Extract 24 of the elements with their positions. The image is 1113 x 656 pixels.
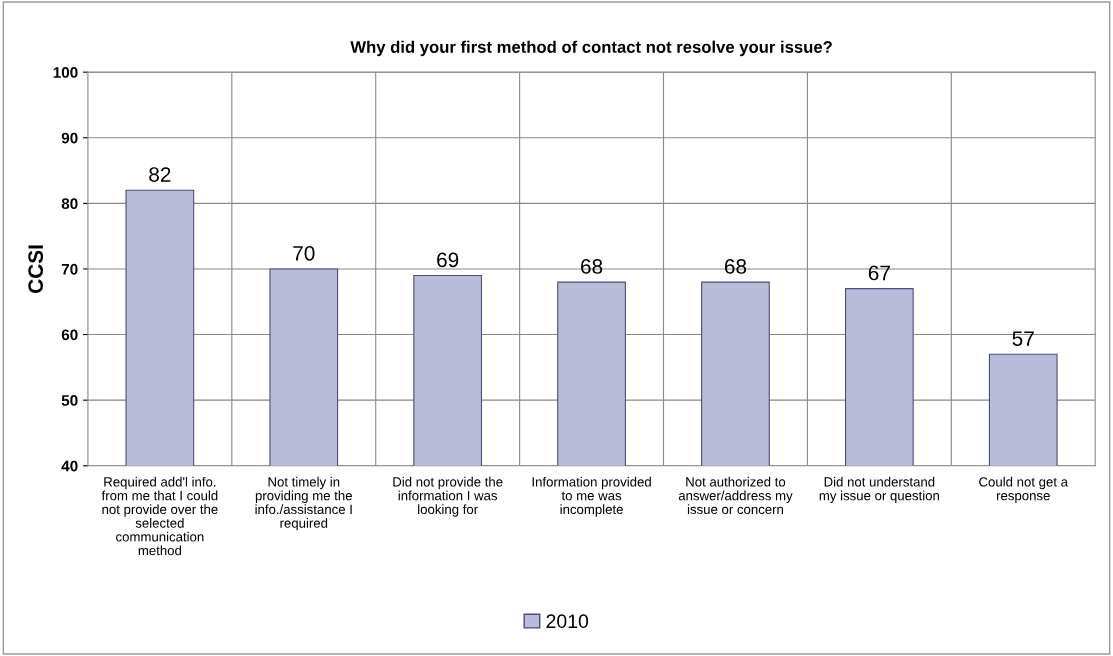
y-tick-label: 40 [61, 460, 78, 472]
data-label: 82 [149, 167, 171, 182]
y-tick-label: 70 [61, 263, 78, 275]
y-tick-label: 60 [61, 329, 78, 341]
x-tick-label: Did not understand my issue or question [819, 476, 939, 503]
y-tick-label: 100 [53, 67, 78, 78]
data-label: 68 [581, 259, 603, 274]
data-label: 69 [437, 252, 459, 268]
legend-label: 2010 [546, 614, 589, 629]
data-label: 57 [1012, 331, 1034, 346]
y-tick-label: 80 [61, 198, 78, 210]
x-tick-label: Required add'l info. from me that I could not provide over the selected communication method [101, 476, 218, 556]
chart-title: Why did your first method of contact not resolve your issue? [350, 40, 832, 57]
data-label: 67 [868, 265, 890, 281]
data-label: 68 [724, 259, 747, 274]
x-tick-label: Not timely in providing me the info./assistance I required [255, 476, 352, 531]
y-tick-label: 90 [61, 132, 78, 144]
y-axis-title: CCSI [28, 245, 44, 293]
x-tick-label: Could not get a response [979, 476, 1068, 503]
data-label: 70 [293, 245, 315, 261]
x-tick-label: Information provided to me was incomplete [532, 476, 651, 517]
y-tick-label: 50 [61, 395, 78, 406]
x-tick-label: Not authorized to answer/address my issue or concern [678, 476, 793, 515]
x-tick-label: Did not provide the information I was looking for [393, 476, 503, 517]
